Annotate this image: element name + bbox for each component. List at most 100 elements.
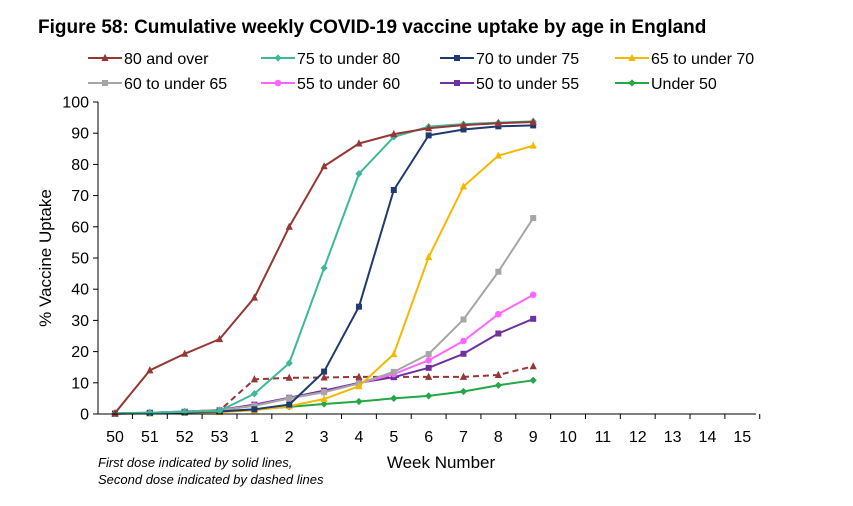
x-tick-label: 3 [320,429,329,446]
y-tick-label: 90 [71,126,89,143]
x-tick-label: 50 [106,429,124,446]
x-tick-label: 14 [699,429,717,446]
data-point [495,123,502,130]
data-point [285,359,293,367]
series-layer [111,117,537,417]
data-point [529,141,537,149]
x-tick-label: 1 [250,429,259,446]
y-tick-label: 30 [71,313,89,330]
data-point [529,117,537,125]
data-point [215,407,224,415]
legend-item: 75 to under 80 [261,51,400,68]
chart-title: Figure 58: Cumulative weekly COVID-19 va… [38,17,706,38]
y-axis-title: % Vaccine Uptake [36,189,55,327]
chart-note-line-1: First dose indicated by solid lines, [98,455,292,470]
data-point [321,368,328,375]
legend-label: Under 50 [651,76,717,93]
data-point [460,316,467,323]
data-point [459,182,468,190]
y-tick-label: 60 [71,219,89,236]
data-point [530,122,537,129]
data-point [250,390,258,398]
legend-label: 65 to under 70 [651,51,754,68]
data-point [460,350,467,357]
x-tick-label: 15 [733,429,751,446]
x-tick-label: 13 [664,429,682,446]
data-point [529,376,537,384]
data-point [215,334,224,343]
data-point [355,397,363,406]
data-point [459,387,468,396]
data-point [355,170,363,178]
y-tick-label: 100 [62,95,89,112]
data-point [390,394,398,402]
y-tick-label: 70 [71,188,89,205]
data-point [146,409,154,417]
data-point [320,373,328,381]
data-point [390,349,398,358]
data-point [425,252,433,261]
x-tick-label: 4 [354,429,363,446]
data-point [355,139,363,147]
data-point [529,362,537,370]
series-line [114,217,535,415]
legend-marker [454,55,460,61]
data-point [250,293,258,301]
data-point [425,357,432,364]
legend-label: 60 to under 65 [124,76,227,93]
data-point [285,373,293,381]
legend-marker [454,80,460,86]
y-tick-label: 50 [71,251,89,268]
legend-marker [628,53,636,61]
data-point [146,366,154,374]
legend-item: 70 to under 75 [440,51,579,68]
x-tick-label: 7 [459,429,468,446]
legend-marker [102,80,108,86]
legend-label: 50 to under 55 [476,76,579,93]
x-tick-label: 12 [629,429,647,446]
legend-item: 55 to under 60 [261,76,400,93]
data-point [320,162,328,170]
legend-label: 55 to under 60 [297,76,400,93]
legend-item: Under 50 [615,76,717,93]
legend-item: 65 to under 70 [615,51,754,68]
data-point [425,124,433,132]
x-tick-label: 53 [211,429,229,446]
y-tick-label: 80 [71,157,89,174]
legend-marker [101,53,109,61]
data-point [460,337,467,345]
data-point [321,389,328,396]
y-tick-label: 20 [71,344,89,361]
data-point [495,268,502,275]
data-point [494,151,502,159]
chart-note-line-2: Second dose indicated by dashed lines [98,472,324,487]
data-point [286,401,293,408]
x-tick-label: 6 [424,429,433,446]
data-point [320,394,328,403]
legend-label: 70 to under 75 [476,51,579,68]
data-point [529,291,537,299]
data-point [425,351,432,358]
x-tick-label: 52 [176,429,194,446]
data-point [355,382,363,390]
y-tick-label: 10 [71,375,89,392]
data-point [494,119,502,127]
data-point [425,392,433,400]
legend: 80 and over 75 to under 80 70 to under 75 6… [88,51,754,93]
data-point [495,310,502,318]
data-point [495,330,502,337]
data-point [425,364,432,371]
x-tick-label: 51 [141,429,159,446]
data-point [251,406,258,413]
data-point [390,186,397,193]
x-axis-title: Week Number [387,453,496,472]
x-tick-label: 5 [389,429,398,446]
legend-marker [274,54,282,62]
data-point [390,368,397,375]
legend-label: 80 and over [124,51,209,68]
data-point [390,129,398,138]
data-point [459,372,468,380]
